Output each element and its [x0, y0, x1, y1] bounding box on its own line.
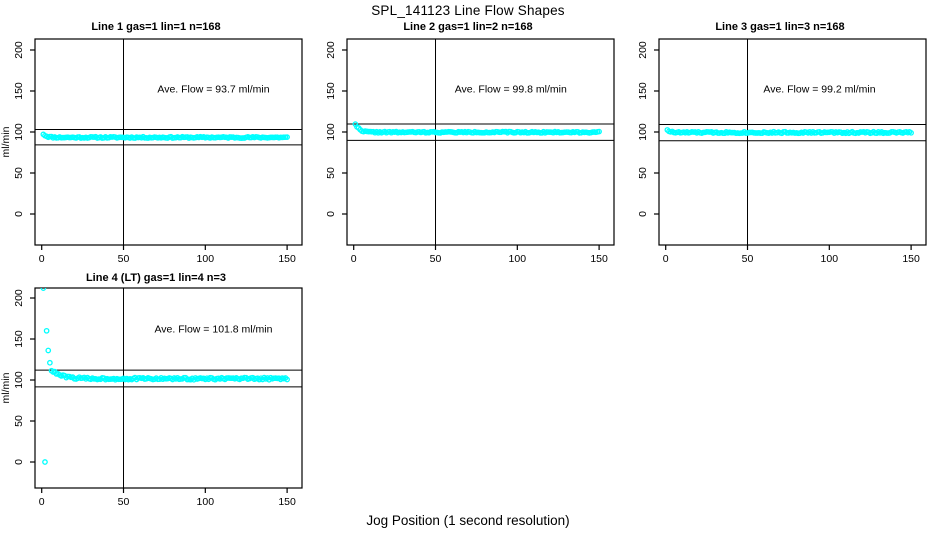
x-tick-label: 50 [742, 253, 754, 265]
panel-1-annotation: Ave. Flow = 93.7 ml/min [157, 84, 269, 96]
y-tick-label: 100 [13, 123, 25, 141]
y-tick-label: 0 [325, 211, 337, 217]
x-tick-label: 50 [118, 253, 130, 265]
x-tick-label: 50 [118, 496, 130, 508]
panel-3-annotation: Ave. Flow = 99.2 ml/min [763, 84, 875, 96]
y-tick-label: 0 [13, 211, 25, 217]
x-tick-label: 0 [39, 253, 45, 265]
y-tick-label: 150 [13, 330, 25, 348]
x-tick-label: 50 [430, 253, 442, 265]
data-series [352, 121, 602, 136]
panel-3-plot: 0 50 100 150 0 50 100 150 200 Ave. Flow = 99.2 m… [637, 38, 927, 265]
data-series [664, 127, 914, 137]
y-tick-label: 50 [325, 167, 337, 179]
x-tick-label: 100 [197, 496, 215, 508]
x-tick-label: 100 [197, 253, 215, 265]
y-tick-label: 200 [13, 289, 25, 307]
panel-4-title: Line 4 (LT) gas=1 lin=4 n=3 [85, 272, 227, 284]
x-tick-label: 150 [902, 253, 920, 265]
x-tick-label: 150 [590, 253, 608, 265]
panel-line-4: Line 4 (LT) gas=1 lin=4 n=3 0 50 100 150 0 50… [0, 268, 312, 514]
plot-box [34, 38, 303, 246]
panel-4-annotation: Ave. Flow = 101.8 ml/min [154, 323, 272, 335]
panel-4-plot: 0 50 100 150 0 50 100 150 200 Ave. Flow = 101.8 … [0, 287, 303, 508]
y-tick-label: 200 [13, 41, 25, 59]
y-tick-label: 0 [637, 211, 649, 217]
panel-1-title: Line 1 gas=1 lin=1 n=168 [91, 21, 221, 33]
x-tick-label: 0 [39, 496, 45, 508]
y-tick-label: 100 [13, 371, 25, 389]
panel-1-plot: 0 50 100 150 0 50 100 150 200 Ave. Flow = 93.7 m… [0, 38, 303, 265]
x-tick-label: 0 [351, 253, 357, 265]
y-tick-label: 200 [325, 41, 337, 59]
panel-2-title: Line 2 gas=1 lin=2 n=168 [403, 21, 533, 33]
y-tick-label: 0 [13, 459, 25, 465]
x-tick-label: 150 [278, 253, 296, 265]
plot-box [346, 38, 615, 246]
x-tick-label: 0 [663, 253, 669, 265]
panel-line-3: Line 3 gas=1 lin=3 n=168 0 50 100 150 0 50 100… [624, 18, 936, 268]
y-tick-label: 150 [325, 82, 337, 100]
x-tick-label: 100 [509, 253, 527, 265]
y-tick-label: 50 [637, 167, 649, 179]
x-tick-label: 100 [821, 253, 839, 265]
y-tick-label: 150 [13, 82, 25, 100]
figure-title: SPL_141123 Line Flow Shapes [371, 3, 565, 18]
y-tick-label: 100 [637, 123, 649, 141]
x-axis-label: Jog Position (1 second resolution) [366, 513, 570, 528]
y-tick-label: 50 [13, 415, 25, 427]
y-tick-label: 50 [13, 167, 25, 179]
panel-2-plot: 0 50 100 150 0 50 100 150 200 Ave. Flow = 99.8 m… [325, 38, 615, 265]
panel-4-y-axis-label: ml/min [0, 372, 12, 403]
data-series [40, 131, 290, 141]
panel-1-y-axis-label: ml/min [0, 126, 12, 157]
y-tick-label: 200 [637, 41, 649, 59]
panel-3-title: Line 3 gas=1 lin=3 n=168 [715, 21, 845, 33]
plot-box [34, 287, 303, 489]
y-tick-label: 150 [637, 82, 649, 100]
x-tick-label: 150 [278, 496, 296, 508]
data-series [40, 288, 290, 465]
panel-line-1: Line 1 gas=1 lin=1 n=168 0 50 100 150 0 50 100… [0, 18, 312, 268]
plot-box [658, 38, 927, 246]
y-tick-label: 100 [325, 123, 337, 141]
panel-line-2: Line 2 gas=1 lin=2 n=168 0 50 100 150 0 50 100… [312, 18, 624, 268]
panel-2-annotation: Ave. Flow = 99.8 ml/min [455, 84, 567, 96]
